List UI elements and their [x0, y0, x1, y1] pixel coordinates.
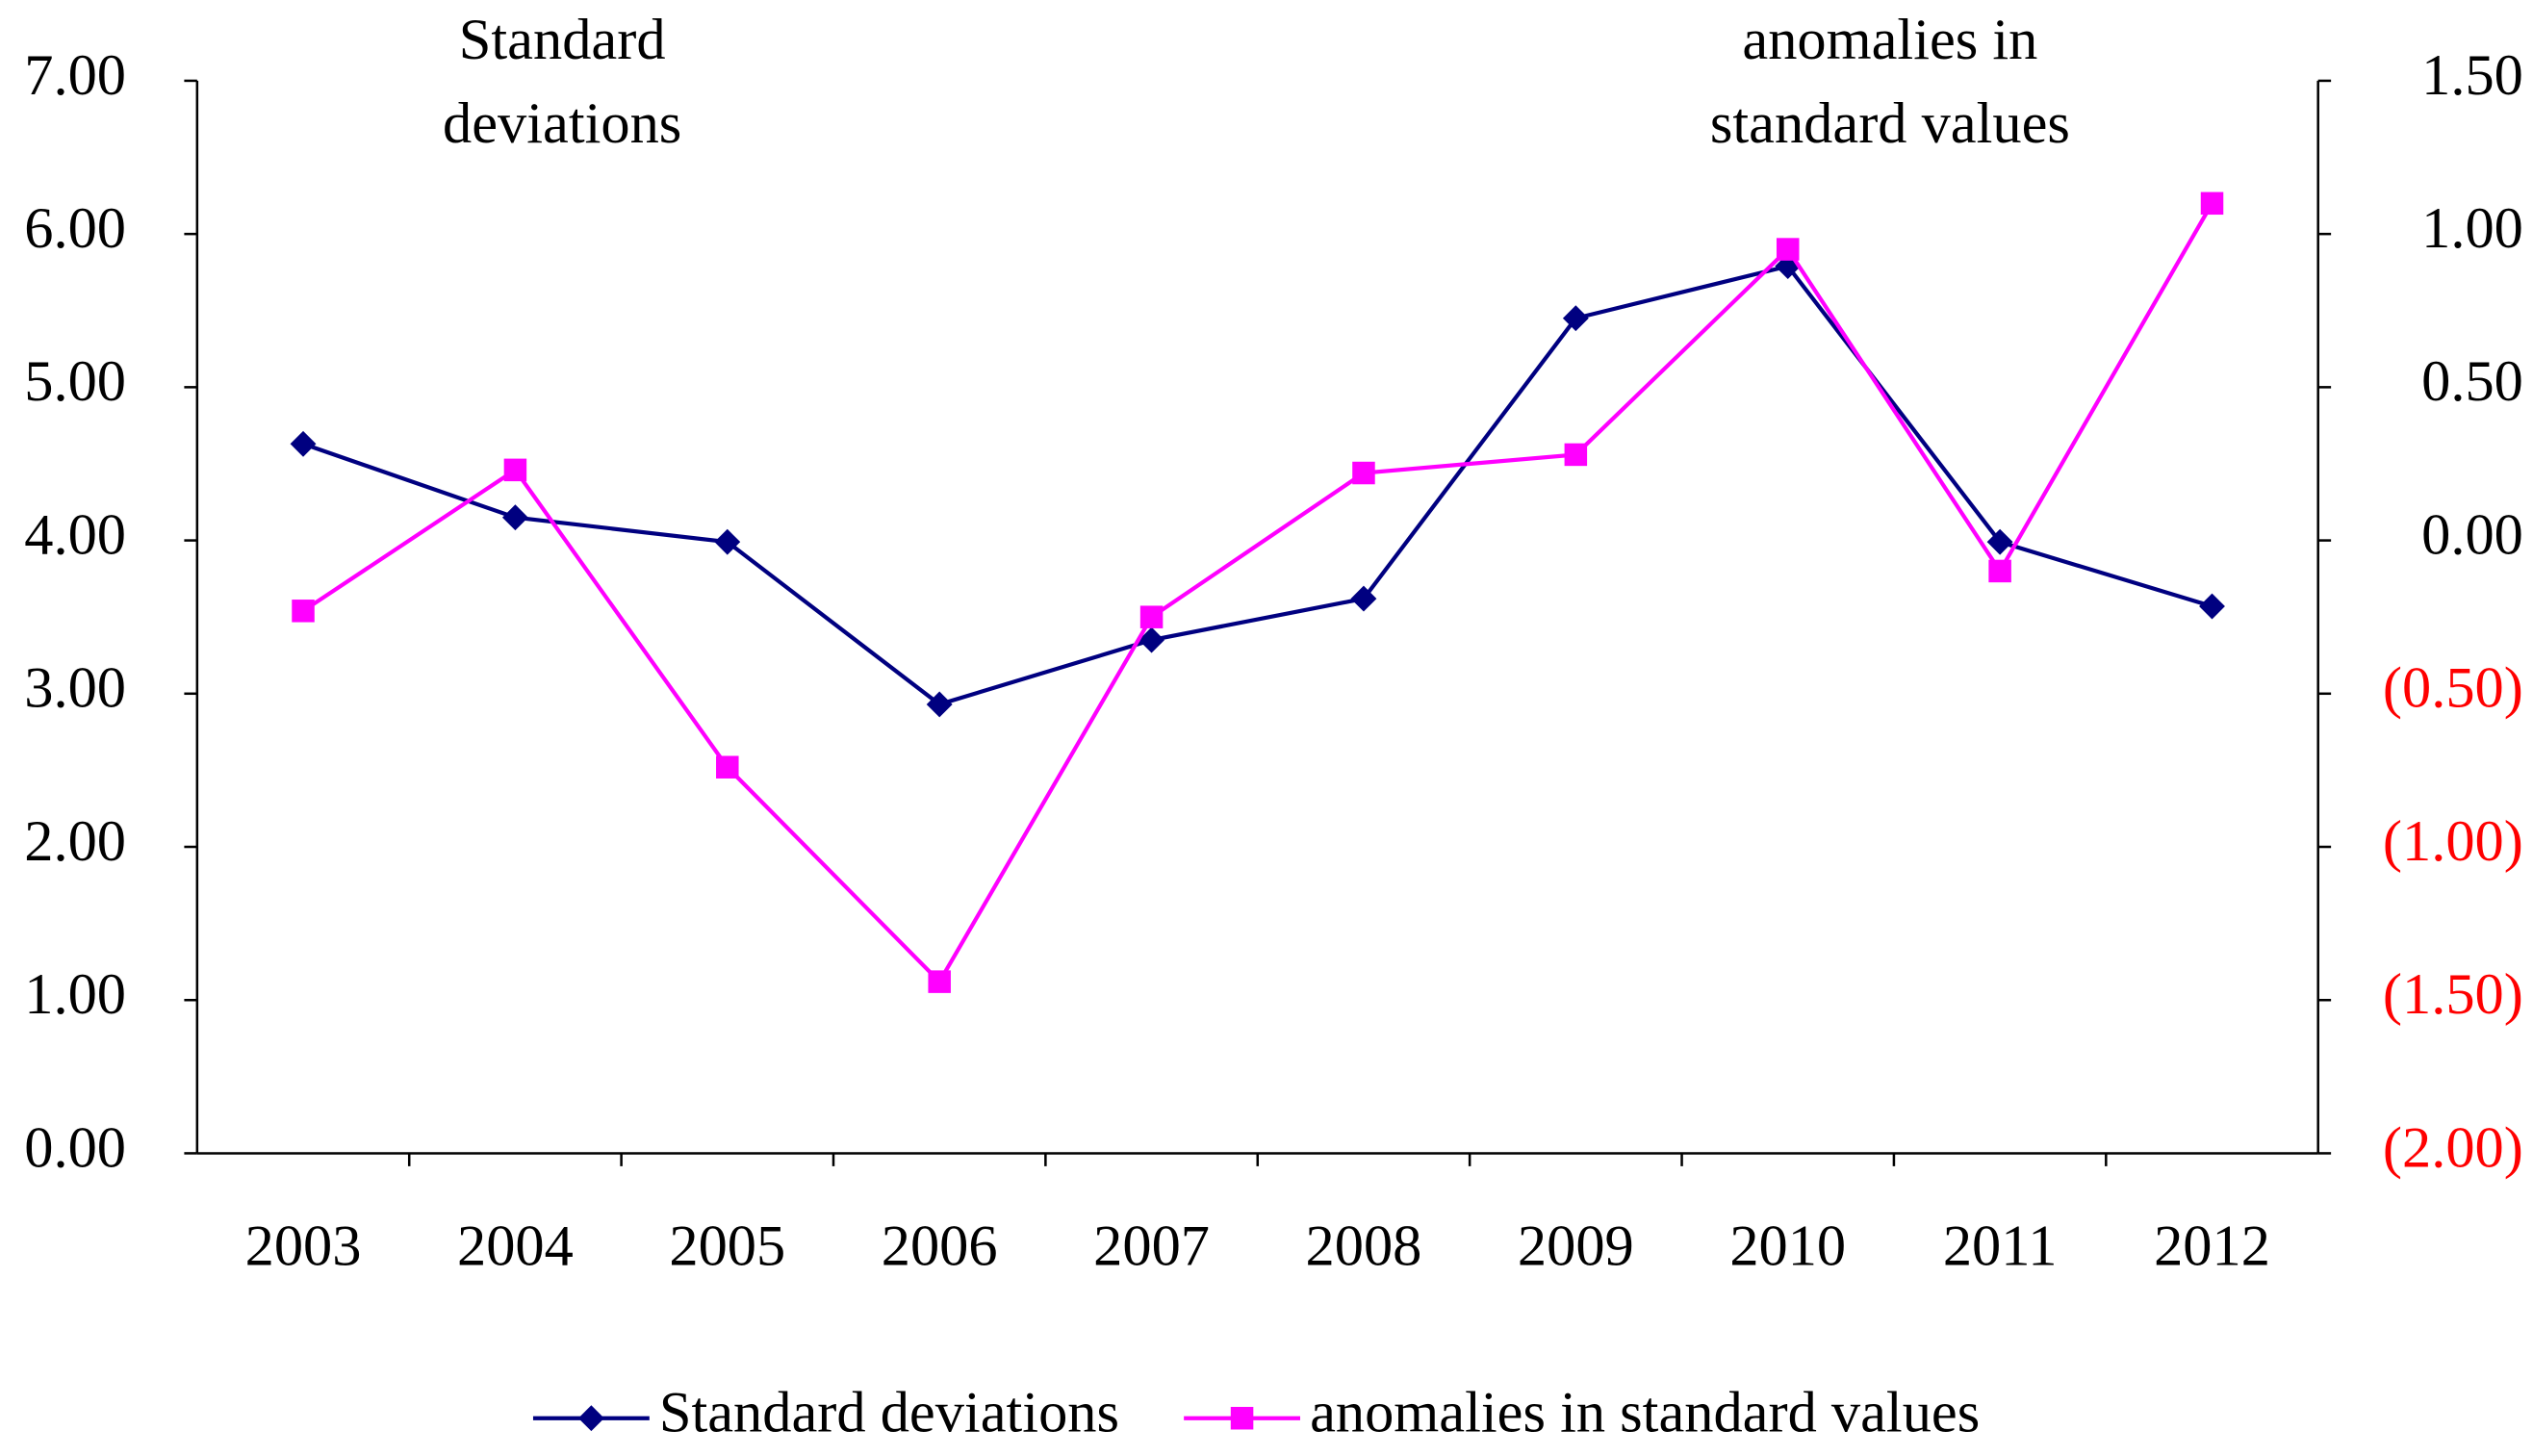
x-tick-label: 2006	[882, 1214, 998, 1279]
data-point	[1986, 528, 2013, 555]
annotation: anomalies in	[1742, 8, 2037, 72]
y-tick-label: 3.00	[24, 656, 126, 721]
y2-tick-label: 0.00	[2421, 502, 2523, 567]
y-tick-label: 0.00	[24, 1115, 126, 1180]
legend-marker	[1230, 1406, 1254, 1430]
data-point	[1988, 559, 2011, 583]
x-tick-label: 2009	[1518, 1214, 1634, 1279]
y-tick-label: 2.00	[24, 809, 126, 874]
y2-tick-label: (1.50)	[2383, 962, 2523, 1027]
data-point	[501, 504, 528, 531]
data-point	[1562, 305, 1589, 332]
legend-label: Standard deviations	[659, 1381, 1119, 1445]
data-point	[292, 600, 315, 623]
y-tick-label: 7.00	[24, 43, 126, 108]
y2-tick-label: 0.50	[2421, 349, 2523, 414]
y2-tick-label: (1.00)	[2383, 809, 2523, 874]
y2-tick-label: 1.00	[2421, 196, 2523, 261]
data-point	[1564, 443, 1588, 467]
series-line	[301, 202, 2214, 985]
x-tick-label: 2008	[1306, 1214, 1422, 1279]
data-point	[2200, 192, 2224, 216]
y-tick-label: 6.00	[24, 196, 126, 261]
x-tick-label: 2007	[1093, 1214, 1210, 1279]
y2-tick-label: (2.00)	[2383, 1115, 2523, 1180]
x-tick-label: 2012	[2154, 1214, 2270, 1279]
y-tick-label: 1.00	[24, 962, 126, 1027]
x-tick-label: 2005	[669, 1214, 785, 1279]
y-tick-label: 5.00	[24, 349, 126, 414]
y-tick-label: 4.00	[24, 502, 126, 567]
y2-tick-label: 1.50	[2421, 43, 2523, 108]
x-tick-label: 2004	[457, 1214, 574, 1279]
data-point	[716, 755, 739, 779]
data-point	[290, 430, 317, 457]
data-point	[1352, 461, 1375, 485]
x-tick-label: 2011	[1943, 1214, 2058, 1279]
annotation: Standard	[459, 8, 666, 72]
legend-label: anomalies in standard values	[1310, 1381, 1980, 1445]
series-line	[302, 264, 2213, 707]
x-tick-label: 2003	[245, 1214, 362, 1279]
data-point	[2199, 593, 2225, 620]
data-point	[928, 970, 951, 993]
data-point	[714, 528, 741, 555]
legend-marker	[577, 1405, 604, 1432]
data-point	[926, 691, 953, 718]
data-point	[1776, 238, 1800, 261]
data-point	[503, 458, 527, 482]
annotation: standard values	[1710, 91, 2070, 156]
y2-tick-label: (0.50)	[2383, 656, 2523, 721]
data-point	[1139, 605, 1164, 628]
annotation: deviations	[443, 91, 681, 156]
x-tick-label: 2010	[1729, 1214, 1846, 1279]
